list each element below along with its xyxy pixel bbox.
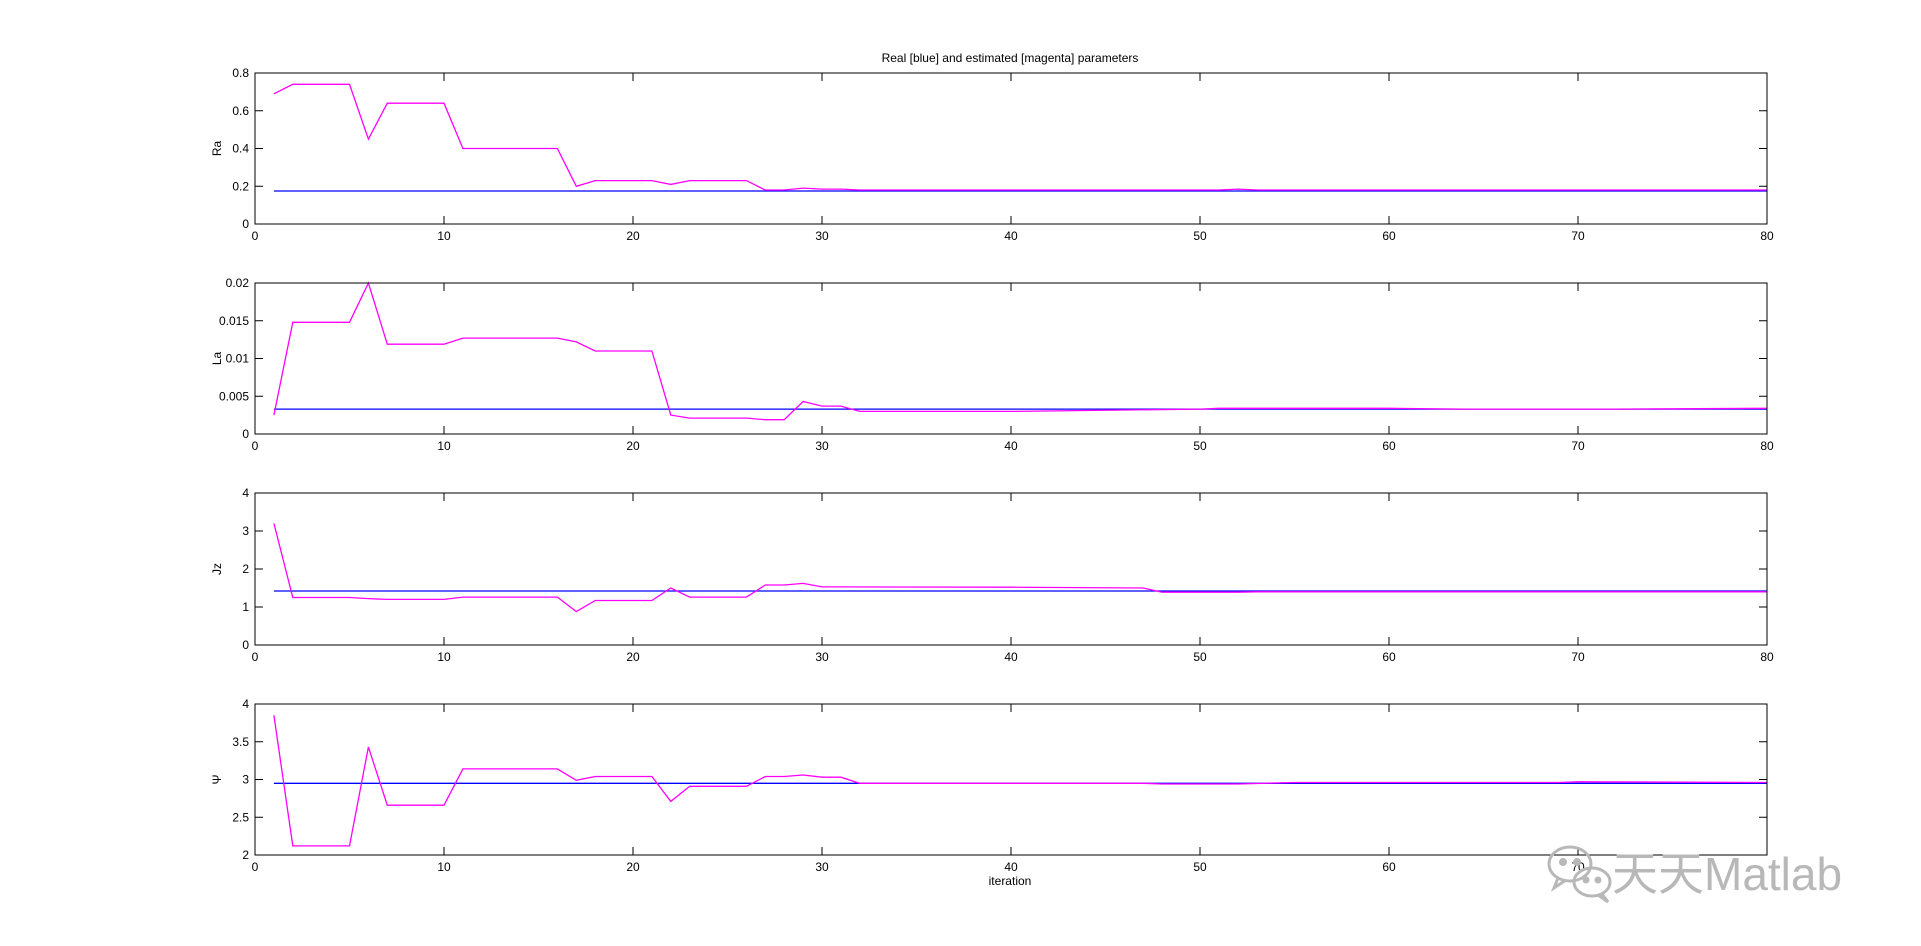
psi-x-tick-label: 30: [815, 860, 829, 874]
figure-title: Real [blue] and estimated [magenta] para…: [882, 51, 1139, 65]
jz-series-estimated-line: [273, 523, 1767, 613]
psi-y-axis-label: Ψ: [210, 774, 224, 784]
ra-x-tick-label: 0: [252, 229, 259, 243]
jz-x-tick-label: 70: [1571, 650, 1585, 664]
jz-x-tick-label: 80: [1760, 650, 1774, 664]
psi-y-tick-label: 3: [242, 773, 249, 787]
jz-y-tick-label: 0: [242, 638, 249, 652]
watermark-text: 天天Matlab: [1612, 848, 1842, 900]
subplot-la: 0 10 20 30 40 50 60 70 80 0 0.005 0.01 0.015 0.02 La: [210, 276, 1774, 453]
jz-y-tick-label: 3: [242, 524, 249, 538]
la-x-tick-label: 30: [815, 439, 829, 453]
jz-x-tick-label: 60: [1382, 650, 1396, 664]
wechat-icon: [1547, 845, 1612, 904]
la-x-tick-label: 0: [252, 439, 259, 453]
jz-y-tick-label: 4: [242, 486, 249, 500]
ra-x-tick-label: 60: [1382, 229, 1396, 243]
la-x-tick-label: 40: [1004, 439, 1018, 453]
ra-y-tick-label: 0.4: [232, 142, 249, 156]
jz-x-tick-label: 10: [437, 650, 451, 664]
la-x-tick-label: 60: [1382, 439, 1396, 453]
psi-series-estimated-line: [273, 715, 1768, 847]
la-y-axis-label: La: [210, 352, 224, 366]
ra-x-tick-label: 30: [815, 229, 829, 243]
psi-y-tick-label: 2.5: [232, 810, 249, 824]
ra-y-tick-label: 0.2: [232, 179, 249, 193]
la-x-tick-label: 20: [626, 439, 640, 453]
psi-x-tick-label: 60: [1382, 860, 1396, 874]
la-x-tick-label: 50: [1193, 439, 1207, 453]
jz-y-axis-label: Jz: [210, 563, 224, 575]
psi-y-tick-label: 2: [242, 848, 249, 862]
jz-x-tick-label: 40: [1004, 650, 1018, 664]
ra-x-tick-label: 40: [1004, 229, 1018, 243]
jz-x-tick-label: 0: [252, 650, 259, 664]
jz-x-tick-label: 50: [1193, 650, 1207, 664]
la-y-tick-label: 0.005: [219, 389, 249, 403]
ra-y-tick-label: 0.6: [232, 104, 249, 118]
ra-series-estimated-line: [273, 83, 1767, 191]
psi-x-tick-label: 10: [437, 860, 451, 874]
watermark: 天天Matlab: [1547, 845, 1842, 904]
psi-y-tick-label: 3.5: [232, 735, 249, 749]
ra-x-tick-label: 20: [626, 229, 640, 243]
jz-y-tick-label: 1: [242, 600, 249, 614]
la-y-tick-label: 0.02: [226, 276, 250, 290]
la-x-tick-label: 10: [437, 439, 451, 453]
la-y-tick-label: 0.015: [219, 314, 249, 328]
la-y-tick-label: 0.01: [226, 352, 250, 366]
ra-x-tick-label: 50: [1193, 229, 1207, 243]
ra-x-tick-label: 10: [437, 229, 451, 243]
la-y-tick-label: 0: [242, 427, 249, 441]
jz-y-tick-label: 2: [242, 562, 249, 576]
subplot-ra: 0 10 20 30 40 50 60 70 80 0 0.2 0.4 0.6 0.8 Ra: [210, 66, 1774, 243]
ra-y-tick-label: 0.8: [232, 66, 249, 80]
jz-x-tick-label: 30: [815, 650, 829, 664]
jz-x-tick-label: 20: [626, 650, 640, 664]
la-x-tick-label: 70: [1571, 439, 1585, 453]
psi-x-tick-label: 40: [1004, 860, 1018, 874]
psi-y-tick-label: 4: [242, 697, 249, 711]
la-series-estimated-line: [273, 281, 1768, 421]
ra-y-tick-label: 0: [242, 217, 249, 231]
psi-x-tick-label: 0: [252, 860, 259, 874]
ra-x-tick-label: 80: [1760, 229, 1774, 243]
ra-x-tick-label: 70: [1571, 229, 1585, 243]
psi-x-tick-label: 50: [1193, 860, 1207, 874]
subplot-jz: 0 10 20 30 40 50 60 70 80 0 1 2 3 4 Jz: [210, 486, 1774, 664]
ra-y-axis-label: Ra: [210, 141, 224, 157]
x-axis-label: iteration: [989, 874, 1032, 888]
psi-x-tick-label: 20: [626, 860, 640, 874]
la-x-tick-label: 80: [1760, 439, 1774, 453]
